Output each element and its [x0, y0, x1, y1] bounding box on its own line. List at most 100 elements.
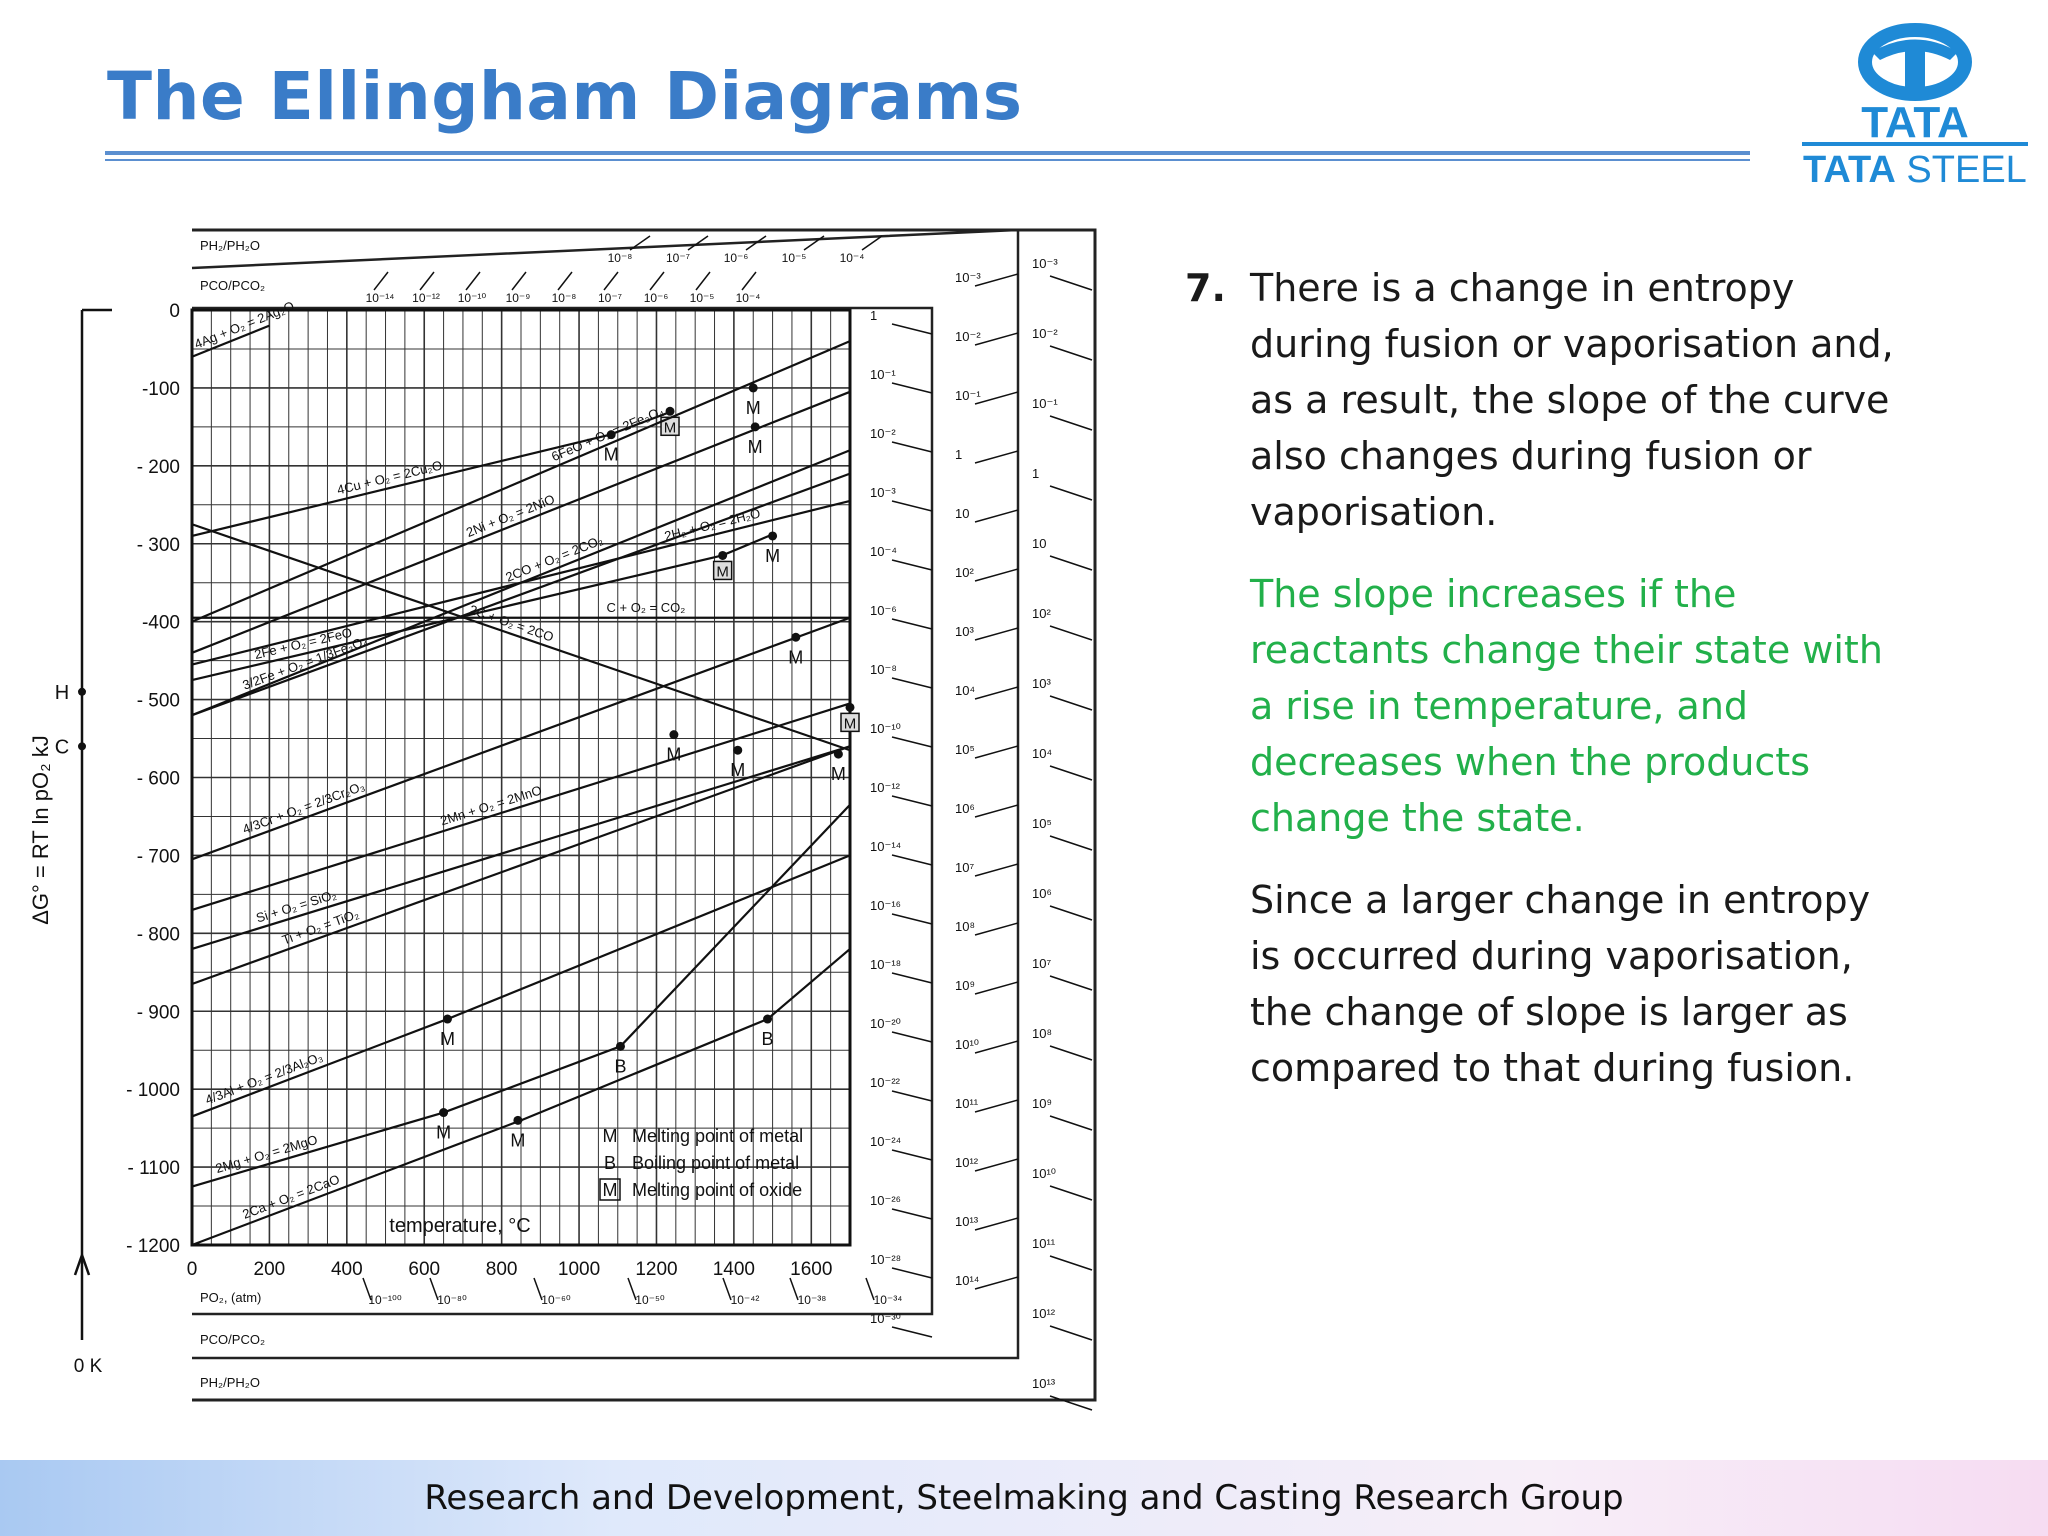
scale-h2-tick: [1049, 975, 1093, 991]
scale-co-top-tick: [557, 271, 573, 291]
series-line: [191, 948, 851, 1247]
scale-po2-bottom-tick: [627, 1277, 637, 1301]
scale-co-label: 1: [955, 447, 962, 462]
scale-h2-label: 10⁸: [1032, 1026, 1052, 1041]
scale-h2-tick: [1049, 695, 1093, 711]
series-marker-label: M: [436, 1123, 451, 1143]
scale-h2-tick: [1049, 275, 1093, 291]
scale-h2-tick: [1049, 835, 1093, 851]
scale-co-label: 10¹¹: [955, 1096, 979, 1111]
marker-c: [78, 742, 86, 751]
scale-h2-top-label: 10⁻⁷: [666, 251, 690, 265]
point-line: as a result, the slope of the curve: [1250, 378, 1890, 422]
scale-co-top-tick: [741, 271, 757, 291]
scale-po2-tick: [891, 559, 933, 571]
scale-co-tick: [974, 1276, 1019, 1290]
scale-po2-tick: [891, 1208, 933, 1220]
legend-text: Boiling point of metal: [632, 1153, 799, 1173]
scale-co-top-label: 10⁻⁹: [506, 291, 531, 305]
scale-co-top-tick: [649, 271, 665, 291]
series-line: [191, 745, 851, 950]
scale-co-label: 10⁻²: [955, 329, 981, 344]
logo-tata-steel: TATA STEEL: [1803, 149, 2027, 187]
y-tick-label: - 600: [137, 769, 180, 790]
scale-h2-label: 10⁷: [1032, 956, 1051, 971]
series-label: C + O₂ = CO₂: [607, 600, 686, 615]
series-label: 2Ca + O₂ = 2CaO: [240, 1171, 341, 1221]
scale-h2-top-label: 10⁻⁵: [782, 251, 807, 265]
point-line: during fusion or vaporisation and,: [1250, 322, 1894, 366]
series-line: [191, 390, 851, 654]
scale-po2-label: 10⁻²: [870, 426, 896, 441]
scale-h2-tick: [1049, 1395, 1093, 1411]
series-marker-label: M: [746, 398, 761, 418]
y-tick-label: - 900: [137, 1002, 180, 1023]
scale-po2-tick: [891, 1090, 933, 1102]
series-marker: [748, 383, 758, 393]
y-tick-label: 0: [169, 301, 180, 322]
scale-co-label: 10²: [955, 565, 974, 580]
scale-h2-tick: [1049, 345, 1093, 361]
scale-co-tick: [974, 1099, 1019, 1113]
scale-h2-top-tick: [687, 235, 709, 251]
y-tick-label: - 1200: [126, 1236, 180, 1257]
scale-h2-top-tick: [803, 235, 825, 251]
scale-h2-tick: [1049, 415, 1093, 431]
scale-co-tick: [974, 804, 1019, 818]
scale-co-tick: [974, 863, 1019, 877]
scale-co-label: 10: [955, 506, 969, 521]
scale-h2-top-label: 10⁻⁴: [840, 251, 865, 265]
outer-frame: [192, 228, 1097, 1402]
note-line: Since a larger change in entropy: [1250, 878, 1871, 922]
scale-co-top-label: 10⁻¹⁴: [366, 291, 395, 305]
scale-po2-label: 10⁻³: [870, 485, 896, 500]
scale-po2-label: 10⁻²⁶: [870, 1193, 901, 1208]
scale-po2-label: 10⁻²⁴: [870, 1134, 901, 1149]
scale-po2-bottom-tick: [722, 1277, 732, 1301]
series-marker: [615, 1041, 625, 1051]
green-line: decreases when the products: [1250, 740, 1810, 784]
scale-h2-top-tick: [745, 235, 767, 251]
scale-co-tick: [974, 332, 1019, 346]
series-line: [191, 340, 851, 623]
series-label: 4Ag + O₂ = 2Ag₂O: [192, 298, 296, 352]
scale-co-top-label: 10⁻¹⁰: [458, 291, 487, 305]
scale-po2-tick: [891, 913, 933, 925]
scale-h2-top-label: 10⁻⁶: [724, 251, 749, 265]
x-tick-label: 400: [331, 1259, 363, 1280]
series-line: [191, 616, 851, 861]
legend-symbol: M: [603, 1126, 618, 1146]
scale-h2-tick: [1049, 1185, 1093, 1201]
scale-h2-tick: [1049, 1115, 1093, 1131]
scale-po2-tick: [891, 1326, 933, 1338]
scale-co-tick: [974, 627, 1019, 641]
x-tick-label: 800: [486, 1259, 518, 1280]
legend-symbol: B: [604, 1153, 616, 1173]
scale-po2-label: 10⁻²²: [870, 1075, 901, 1090]
footer-bar: [0, 1460, 2048, 1536]
scale-co-label: 10¹⁴: [955, 1273, 979, 1288]
scale-h2-label: 10²: [1032, 606, 1051, 621]
point-line: also changes during fusion or: [1250, 434, 1812, 478]
series-marker: [442, 1014, 452, 1024]
scale-co-tick: [974, 1040, 1019, 1054]
scale-co-label: 10⁵: [955, 742, 975, 757]
series-marker: [833, 749, 843, 759]
scale-h2-top-tick: [629, 235, 651, 251]
scale-co-tick: [974, 273, 1019, 287]
scale-h2-label: 10¹²: [1032, 1306, 1056, 1321]
scale-co-top-tick: [419, 271, 435, 291]
scale-po2-tick: [891, 854, 933, 866]
scale-po2-bottom-tick: [362, 1277, 372, 1301]
scale-co-tick: [974, 745, 1019, 759]
text-panel: 7. There is a change in entropy during f…: [1185, 260, 1985, 1122]
scale-h2-tick: [1049, 1255, 1093, 1271]
scale-po2-tick: [891, 618, 933, 630]
x-tick-label: 1400: [713, 1259, 755, 1280]
series-marker-label: M: [748, 437, 763, 457]
series-marker-label: M: [844, 715, 857, 732]
scale-po2-bottom-label: 10⁻⁶⁰: [541, 1293, 571, 1307]
series-marker: [439, 1108, 449, 1118]
series-marker: [763, 1014, 773, 1024]
oxide-melt-box: [712, 560, 733, 581]
